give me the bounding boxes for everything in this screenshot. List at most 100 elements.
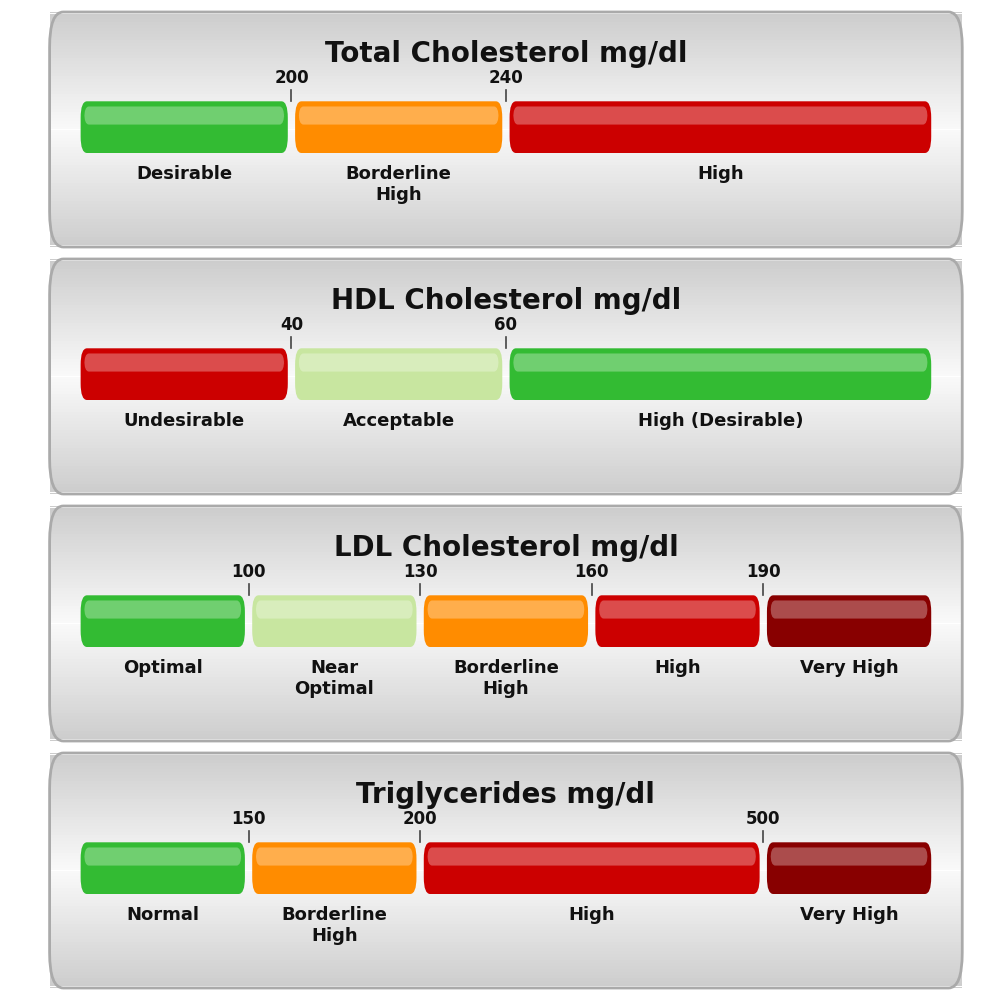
Bar bbox=[50, 475, 962, 478]
Bar bbox=[50, 713, 962, 716]
Bar bbox=[50, 763, 962, 766]
Text: Undesirable: Undesirable bbox=[124, 412, 245, 430]
Bar bbox=[50, 421, 962, 424]
Text: High: High bbox=[568, 906, 615, 924]
Bar bbox=[50, 775, 962, 778]
Bar bbox=[50, 597, 962, 600]
Bar bbox=[50, 615, 962, 618]
Bar bbox=[50, 341, 962, 344]
Bar bbox=[50, 600, 962, 603]
Bar bbox=[50, 394, 962, 397]
Bar bbox=[50, 817, 962, 820]
Bar bbox=[50, 439, 962, 442]
Bar bbox=[50, 900, 962, 903]
Bar bbox=[50, 427, 962, 430]
Bar bbox=[50, 924, 962, 927]
Bar bbox=[50, 656, 962, 659]
Bar bbox=[50, 391, 962, 394]
Bar bbox=[50, 737, 962, 739]
Bar bbox=[50, 290, 962, 293]
Bar bbox=[50, 388, 962, 391]
Bar bbox=[50, 278, 962, 281]
Bar bbox=[50, 379, 962, 382]
Bar bbox=[50, 85, 962, 88]
Bar bbox=[50, 302, 962, 305]
Text: Very High: Very High bbox=[800, 906, 899, 924]
Text: Borderline
High: Borderline High bbox=[282, 906, 387, 945]
Bar bbox=[50, 948, 962, 951]
Bar bbox=[50, 201, 962, 204]
Bar bbox=[50, 213, 962, 216]
FancyBboxPatch shape bbox=[771, 600, 928, 619]
Text: Optimal: Optimal bbox=[123, 659, 202, 677]
FancyBboxPatch shape bbox=[80, 595, 245, 647]
Bar bbox=[50, 552, 962, 555]
Bar bbox=[50, 969, 962, 972]
Bar bbox=[50, 805, 962, 808]
FancyBboxPatch shape bbox=[299, 106, 499, 125]
Bar bbox=[50, 192, 962, 195]
Text: High: High bbox=[654, 659, 700, 677]
Bar bbox=[50, 505, 962, 507]
FancyBboxPatch shape bbox=[510, 101, 931, 153]
Bar bbox=[50, 621, 962, 623]
Bar bbox=[50, 19, 962, 22]
Bar bbox=[50, 954, 962, 957]
Bar bbox=[50, 335, 962, 338]
Bar bbox=[50, 564, 962, 567]
Text: 160: 160 bbox=[574, 563, 609, 581]
Bar bbox=[50, 88, 962, 91]
Bar bbox=[50, 823, 962, 826]
Bar bbox=[50, 150, 962, 153]
Bar bbox=[50, 719, 962, 722]
Bar bbox=[50, 618, 962, 621]
Bar bbox=[50, 740, 962, 742]
Bar bbox=[50, 430, 962, 433]
Bar bbox=[50, 106, 962, 109]
Bar bbox=[50, 490, 962, 492]
Bar bbox=[50, 882, 962, 885]
Bar bbox=[50, 293, 962, 296]
Bar bbox=[50, 879, 962, 882]
Text: 150: 150 bbox=[231, 810, 266, 828]
Bar bbox=[50, 838, 962, 841]
Bar bbox=[50, 576, 962, 579]
Bar bbox=[50, 808, 962, 811]
Bar bbox=[50, 64, 962, 67]
Bar bbox=[50, 945, 962, 948]
Bar bbox=[50, 76, 962, 79]
Bar bbox=[50, 320, 962, 323]
Bar bbox=[50, 909, 962, 912]
Bar bbox=[50, 14, 962, 16]
Bar bbox=[50, 638, 962, 641]
Bar bbox=[50, 814, 962, 817]
Bar bbox=[50, 103, 962, 106]
Bar bbox=[50, 683, 962, 686]
Bar bbox=[50, 653, 962, 656]
Bar bbox=[50, 876, 962, 879]
Bar bbox=[50, 612, 962, 615]
Bar bbox=[50, 132, 962, 135]
Bar bbox=[50, 463, 962, 466]
Bar bbox=[50, 174, 962, 177]
Bar bbox=[50, 451, 962, 454]
Bar bbox=[50, 406, 962, 409]
Bar bbox=[50, 409, 962, 412]
Bar bbox=[50, 942, 962, 945]
Bar bbox=[50, 728, 962, 731]
Bar bbox=[50, 820, 962, 823]
Text: Very High: Very High bbox=[800, 659, 899, 677]
Bar bbox=[50, 424, 962, 427]
Bar bbox=[50, 478, 962, 481]
FancyBboxPatch shape bbox=[295, 101, 502, 153]
Bar bbox=[50, 734, 962, 737]
Bar bbox=[50, 844, 962, 847]
Text: Triglycerides mg/dl: Triglycerides mg/dl bbox=[356, 781, 656, 809]
Bar bbox=[50, 135, 962, 138]
Bar bbox=[50, 141, 962, 144]
Bar bbox=[50, 632, 962, 635]
Text: Desirable: Desirable bbox=[136, 165, 232, 183]
Text: Borderline
High: Borderline High bbox=[453, 659, 558, 698]
Bar bbox=[50, 493, 962, 495]
Bar bbox=[50, 385, 962, 388]
